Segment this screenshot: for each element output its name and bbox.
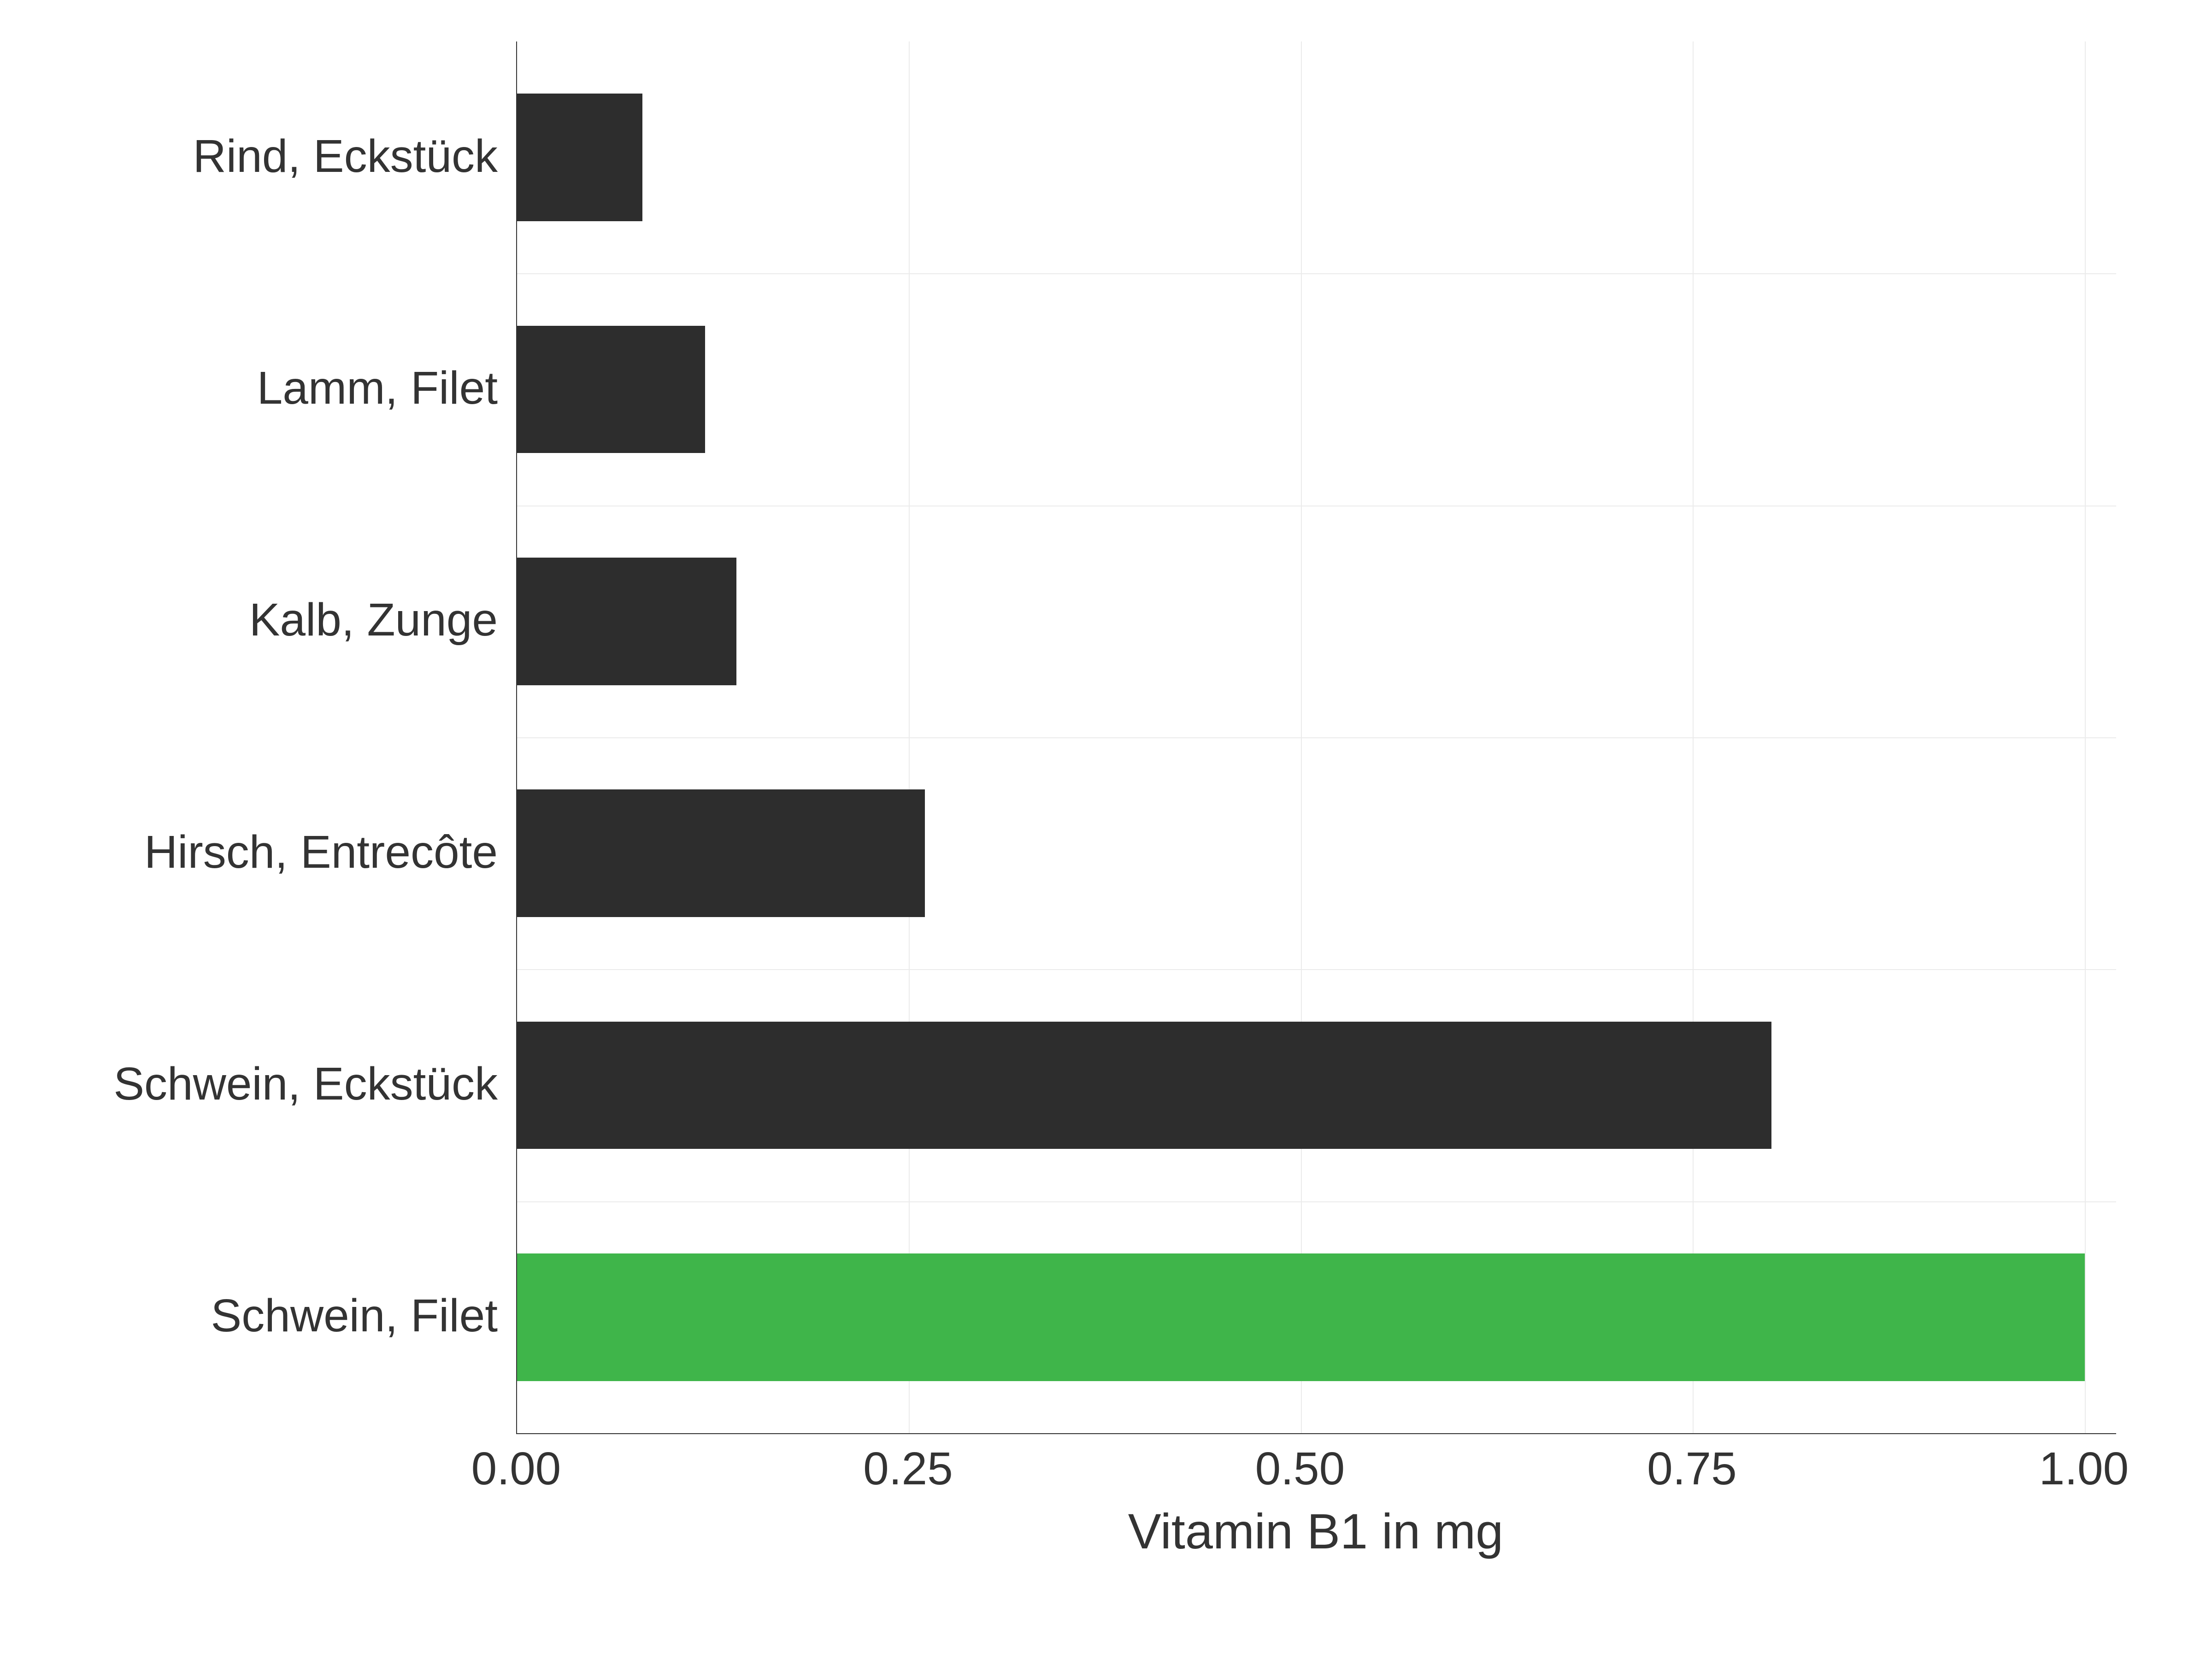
y-category-label: Hirsch, Entrecôte — [144, 826, 498, 879]
vitamin-b1-bar-chart: Vitamin B1 in mg 0.00 0.25 0.50 0.75 1.00 Rin… — [0, 0, 2212, 1659]
x-axis-title: Vitamin B1 in mg — [516, 1502, 2115, 1560]
bar — [517, 1253, 2085, 1381]
gridline-horizontal — [517, 737, 2116, 738]
gridline-horizontal — [517, 969, 2116, 970]
gridline-horizontal — [517, 273, 2116, 274]
bar — [517, 789, 925, 917]
bar — [517, 1022, 1771, 1149]
plot-area — [516, 41, 2116, 1434]
x-tick-label: 0.25 — [839, 1442, 977, 1495]
x-tick-label: 0.00 — [447, 1442, 585, 1495]
x-tick-label: 0.50 — [1231, 1442, 1369, 1495]
gridline-horizontal — [517, 1201, 2116, 1202]
x-tick-label: 0.75 — [1623, 1442, 1761, 1495]
bar — [517, 326, 705, 453]
bar — [517, 558, 736, 685]
y-category-label: Kalb, Zunge — [249, 594, 498, 647]
bar — [517, 94, 642, 221]
y-category-label: Schwein, Eckstück — [113, 1058, 498, 1111]
y-category-label: Rind, Eckstück — [193, 130, 498, 183]
y-category-label: Lamm, Filet — [257, 362, 498, 415]
x-tick-label: 1.00 — [2015, 1442, 2153, 1495]
y-category-label: Schwein, Filet — [211, 1289, 498, 1342]
